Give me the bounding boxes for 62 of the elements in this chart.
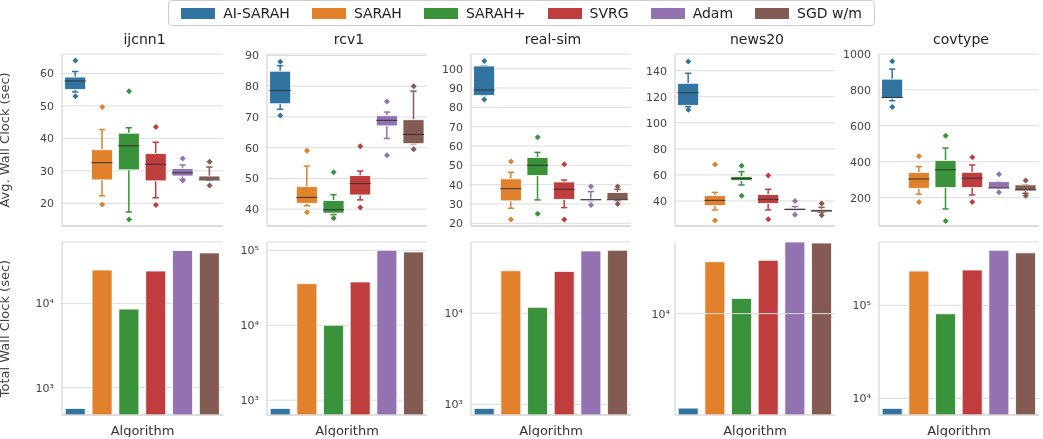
bar bbox=[704, 261, 726, 415]
y-tick-label: 20 bbox=[40, 197, 54, 211]
y-tick-label: 10³ bbox=[444, 398, 463, 412]
x-axis-title: Algorithm bbox=[315, 423, 379, 438]
y-tick-label: 70 bbox=[449, 120, 463, 134]
x-axis-title: Algorithm bbox=[723, 423, 787, 438]
y-tick-label: 120 bbox=[646, 90, 667, 104]
y-tick-label: 800 bbox=[850, 83, 871, 97]
y-tick-label: 80 bbox=[245, 80, 259, 94]
y-tick-label: 80 bbox=[449, 101, 463, 115]
chart-title: covtype bbox=[933, 31, 989, 47]
legend-label: SARAH+ bbox=[465, 5, 526, 21]
legend-label: Adam bbox=[692, 5, 734, 21]
y-tick-label: 10⁴ bbox=[444, 307, 464, 321]
y-tick-label: 40 bbox=[449, 178, 463, 192]
chart-title: ijcnn1 bbox=[122, 30, 167, 49]
y-tick-label: 60 bbox=[245, 141, 259, 155]
legend-label: SARAH bbox=[353, 5, 402, 21]
y-tick-label: 10⁴ bbox=[35, 297, 55, 311]
y-tick-label: 10⁵ bbox=[240, 244, 259, 258]
y-tick-label: 80 bbox=[653, 142, 667, 156]
y-tick-label: 50 bbox=[449, 159, 463, 173]
x-axis-title: Algorithm bbox=[927, 423, 991, 438]
y-tick-label: 60 bbox=[653, 168, 667, 182]
chart-title: news20 bbox=[728, 30, 785, 49]
y-tick-label: 60 bbox=[449, 139, 463, 153]
legend-label: AI-SARAH bbox=[223, 5, 290, 21]
y-tick-label: 400 bbox=[850, 155, 871, 169]
y-tick-label: 20 bbox=[449, 217, 463, 231]
x-axis-title: Algorithm bbox=[519, 423, 583, 438]
bar bbox=[731, 298, 752, 415]
y-tick-label: 100 bbox=[646, 116, 667, 130]
y-tick-label: 10³ bbox=[35, 381, 54, 395]
legend-label: SGD w/m bbox=[797, 5, 862, 21]
x-axis-title: Algorithm bbox=[110, 423, 175, 438]
y-tick-label: 100 bbox=[442, 62, 463, 76]
bar bbox=[677, 407, 699, 415]
y-tick-label: 1000 bbox=[843, 47, 871, 61]
y-tick-label: 10⁵ bbox=[852, 299, 871, 313]
y-tick-label: 40 bbox=[40, 132, 54, 146]
y-tick-label: 50 bbox=[245, 172, 259, 186]
y-tick-label: 90 bbox=[245, 49, 259, 63]
y-tick-label: 70 bbox=[245, 110, 259, 124]
y-tick-label: 10⁴ bbox=[852, 392, 872, 406]
y-tick-label: 30 bbox=[40, 164, 54, 178]
y-tick-label: 40 bbox=[653, 194, 667, 208]
bar bbox=[811, 242, 832, 415]
y-tick-label: 40 bbox=[245, 203, 259, 217]
chart-title: real-sim bbox=[523, 30, 583, 49]
y-tick-label: 30 bbox=[449, 197, 463, 211]
y-tick-label: 10³ bbox=[240, 394, 259, 408]
y-tick-label: 60 bbox=[40, 67, 54, 81]
bar bbox=[757, 259, 779, 415]
y-tick-label: 200 bbox=[850, 191, 871, 205]
chart-title: rcv1 bbox=[332, 30, 366, 49]
y-tick-label: 50 bbox=[40, 99, 54, 113]
y-tick-label: 10⁴ bbox=[240, 319, 260, 333]
bar bbox=[784, 242, 806, 415]
y-tick-label: 600 bbox=[850, 119, 871, 133]
legend-label: SVRG bbox=[589, 5, 629, 21]
y-tick-label: 140 bbox=[646, 64, 667, 78]
y-tick-label: 90 bbox=[449, 81, 463, 95]
